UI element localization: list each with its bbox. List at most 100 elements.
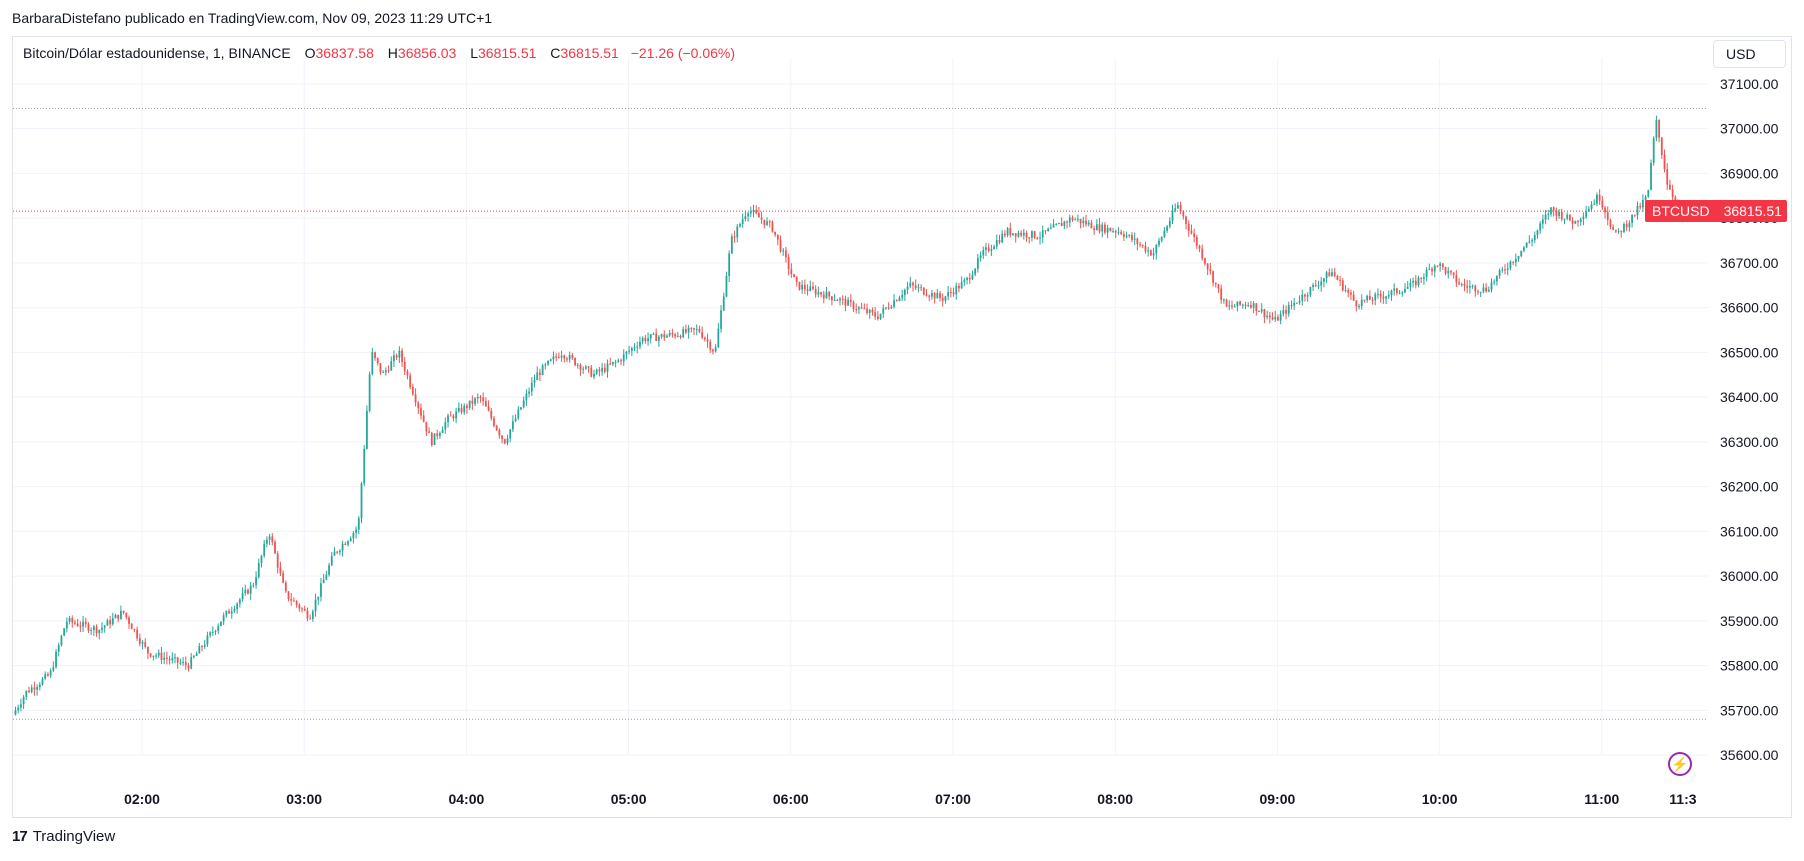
candle-body — [1141, 245, 1144, 247]
candle-body — [109, 620, 112, 625]
symbol-description[interactable]: Bitcoin/Dólar estadounidense, 1, BINANCE — [23, 45, 291, 61]
candle-body — [171, 658, 174, 661]
candle-body — [244, 589, 247, 594]
candle-body — [579, 364, 582, 370]
candle-body — [563, 355, 566, 359]
candle-body — [1114, 231, 1117, 233]
candle-body — [360, 483, 363, 519]
candle-body — [376, 357, 379, 364]
candle-body — [295, 601, 298, 605]
candle-body — [1390, 290, 1393, 296]
candle-body — [1555, 210, 1558, 217]
candle-body — [1031, 231, 1033, 238]
candle-body — [606, 363, 609, 372]
candle-body — [971, 274, 974, 280]
candle-body — [155, 655, 157, 657]
candle-body — [914, 285, 917, 288]
candle-body — [776, 234, 779, 240]
candle-body — [117, 614, 120, 619]
candle-body — [514, 418, 517, 422]
candle-body — [1625, 224, 1628, 228]
y-tick-label: 35900.00 — [1720, 613, 1779, 629]
candle-body — [393, 355, 395, 362]
candle-body — [222, 615, 225, 622]
lightning-icon[interactable]: ⚡ — [1668, 752, 1692, 776]
candle-body — [644, 337, 647, 342]
candle-body — [1190, 230, 1193, 234]
candle-body — [809, 286, 812, 291]
footer-brand[interactable]: 17 TradingView — [12, 828, 115, 845]
candle-body — [749, 211, 752, 214]
candle-body — [1006, 228, 1009, 236]
candle-body — [1144, 245, 1147, 252]
candle-body — [612, 361, 614, 365]
candle-body — [1333, 272, 1336, 276]
candle-body — [1550, 207, 1552, 215]
candle-body — [1133, 238, 1136, 240]
candle-body — [30, 687, 33, 693]
candle-body — [506, 438, 509, 444]
high-label: H — [387, 45, 398, 61]
candle-body — [1322, 278, 1325, 282]
candle-body — [352, 532, 355, 539]
candle-body — [712, 349, 714, 352]
candle-body — [1433, 265, 1436, 272]
candle-body — [830, 296, 833, 301]
candle-body — [952, 292, 955, 295]
candle-body — [182, 661, 184, 663]
candle-body — [157, 652, 160, 656]
candle-body — [241, 593, 244, 600]
candle-body — [979, 255, 982, 259]
candle-body — [1068, 217, 1071, 223]
y-tick-label: 37000.00 — [1720, 121, 1779, 137]
candle-body — [1020, 232, 1023, 236]
candle-body — [22, 696, 25, 705]
candle-body — [798, 281, 801, 290]
candle-body — [306, 610, 309, 619]
x-tick-label: 11:00 — [1584, 791, 1619, 807]
candle-body — [276, 553, 279, 568]
candle-body — [671, 332, 674, 335]
candle-body — [303, 608, 306, 611]
candle-body — [1095, 224, 1098, 231]
candle-body — [1536, 230, 1539, 236]
candle-body — [730, 236, 733, 254]
candle-body — [338, 550, 341, 553]
candle-body — [1601, 200, 1604, 208]
candle-body — [1009, 228, 1012, 235]
candle-body — [1468, 285, 1471, 288]
candle-body — [1022, 232, 1025, 236]
currency-button[interactable]: USD — [1713, 40, 1786, 68]
candle-body — [398, 350, 401, 358]
candle-body — [1136, 238, 1139, 245]
candle-body — [863, 308, 866, 310]
candle-body — [1528, 241, 1531, 243]
x-tick-label: 03:00 — [286, 791, 322, 807]
candle-body — [387, 370, 390, 372]
candle-body — [1266, 315, 1269, 318]
candle-body — [487, 406, 490, 411]
candle-body — [1063, 221, 1066, 226]
candle-body — [1663, 154, 1666, 170]
candle-body — [1217, 284, 1220, 289]
candle-body — [1655, 120, 1658, 139]
candle-body — [633, 347, 636, 349]
candle-body — [19, 704, 22, 708]
candle-body — [1285, 310, 1287, 314]
x-tick-label: 11:3 — [1669, 791, 1696, 807]
high-value: 36856.03 — [397, 45, 457, 61]
candle-body — [1049, 227, 1052, 229]
candle-body — [368, 374, 371, 411]
candle-body — [1439, 263, 1442, 267]
candle-body — [858, 307, 860, 310]
candle-body — [1314, 284, 1317, 286]
candle-body — [147, 646, 149, 654]
candle-body — [1039, 237, 1041, 239]
candle-body — [455, 411, 458, 419]
candle-body — [852, 301, 855, 309]
candle-body — [1660, 137, 1663, 155]
candle-body — [330, 555, 333, 566]
candle-body — [163, 657, 166, 660]
candle-body — [230, 611, 233, 614]
